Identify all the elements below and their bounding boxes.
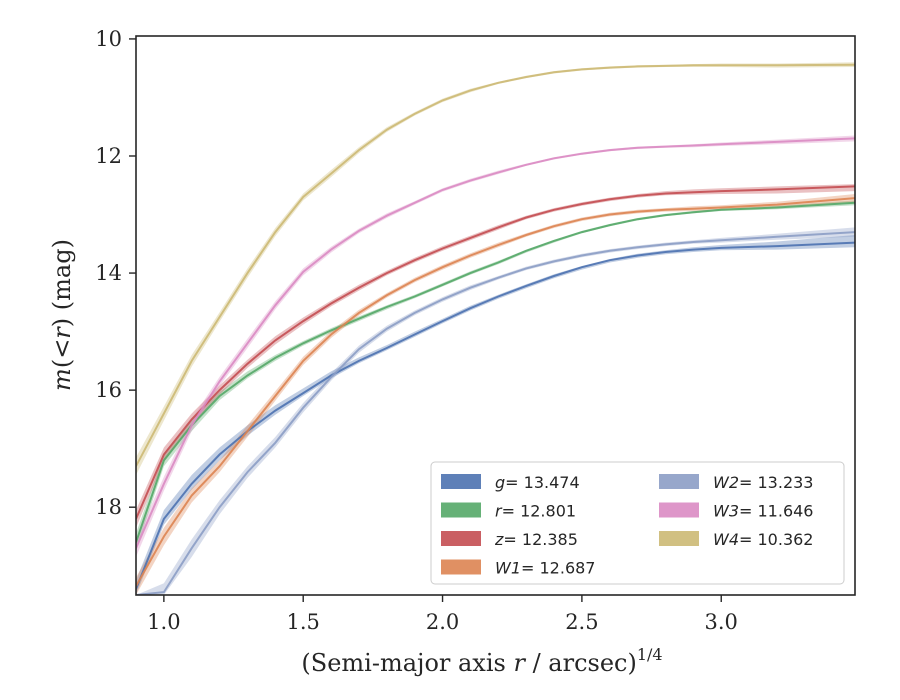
series-line-w3	[136, 137, 855, 549]
series-line-g	[136, 241, 855, 590]
series-line-z	[136, 185, 855, 520]
series-lines	[136, 63, 855, 595]
legend-swatch-w1	[441, 559, 481, 575]
legend-label-w1: W1= 12.687	[495, 559, 595, 578]
x-tick-label: 2.5	[565, 610, 598, 634]
series-line-r	[136, 201, 855, 543]
y-tick-label: 12	[95, 144, 122, 168]
legend-label-r: r= 12.801	[495, 502, 576, 521]
legend-swatch-z	[441, 531, 481, 546]
y-tick-label: 10	[95, 27, 122, 51]
legend-swatch-w2	[659, 474, 699, 489]
legend-swatch-w4	[659, 531, 699, 546]
series-band-w1	[136, 194, 855, 595]
y-axis-label: m(<r) (mag)	[48, 239, 76, 391]
y-tick-label: 16	[95, 378, 122, 402]
uncertainty-bands	[136, 62, 855, 595]
plot-frame	[135, 35, 856, 596]
legend-swatch-r	[441, 502, 481, 518]
legend-label-z: z= 12.385	[494, 530, 578, 549]
x-axis-label: (Semi-major axis r / arcsec)1/4	[301, 645, 662, 677]
legend-label-w4: W4= 10.362	[713, 530, 813, 549]
legend-label-w3: W3= 11.646	[713, 502, 813, 521]
legend-swatch-w3	[659, 502, 699, 518]
x-tick-label: 1.0	[147, 610, 180, 634]
legend-label-w2: W2= 13.233	[713, 473, 813, 492]
plot-area	[136, 62, 855, 595]
series-line-w1	[136, 197, 855, 587]
x-tick-label: 1.5	[287, 610, 320, 634]
legend-label-g: g= 13.474	[495, 473, 580, 492]
legend-swatch-g	[441, 474, 481, 489]
series-line-w4	[136, 63, 855, 467]
x-tick-label: 2.0	[426, 610, 459, 634]
y-axis-ticks: 10 12 14 16 18	[95, 27, 136, 519]
x-axis-ticks: 1.0 1.5 2.0 2.5 3.0	[147, 595, 738, 634]
legend: g= 13.474 r= 12.801 z= 12.385 W1= 12.687 W2=…	[430, 461, 845, 585]
y-tick-label: 18	[95, 495, 122, 519]
legend-box	[430, 461, 845, 585]
series-band-w4	[136, 62, 855, 476]
x-tick-label: 3.0	[705, 610, 738, 634]
y-tick-label: 14	[95, 261, 122, 285]
series-line-w2	[136, 231, 855, 595]
